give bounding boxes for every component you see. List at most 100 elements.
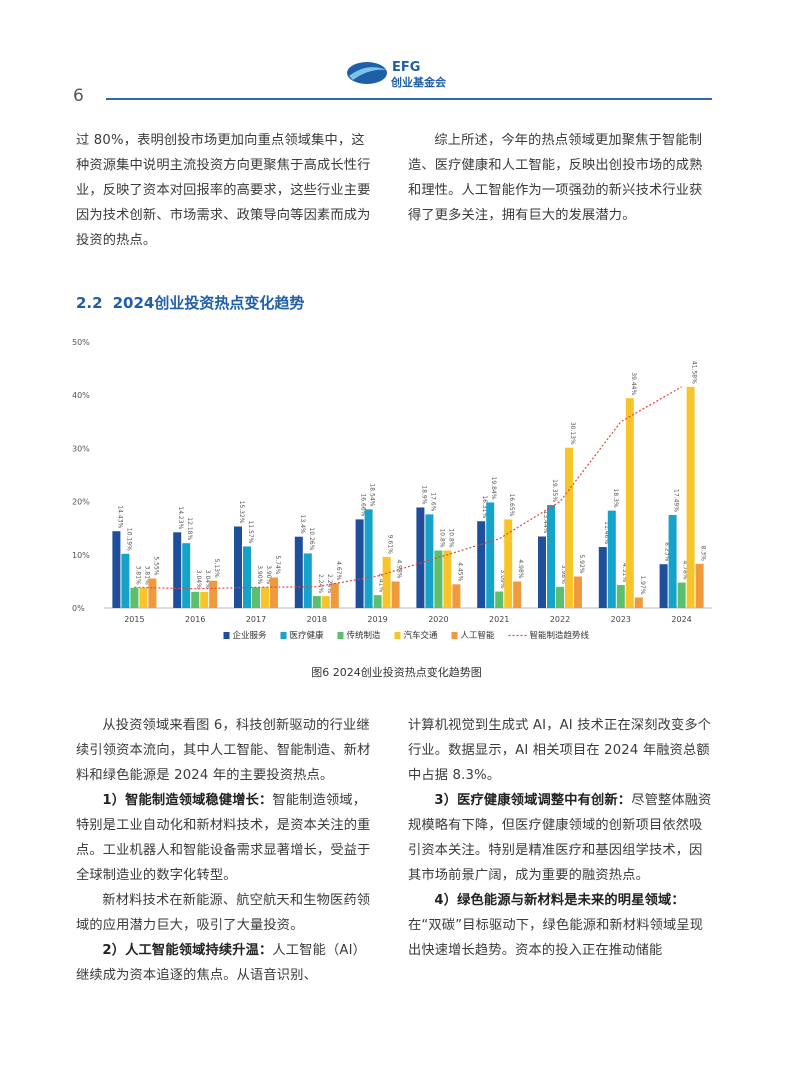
- x-tick-label: 2023: [611, 615, 631, 624]
- x-tick-label: 2016: [185, 615, 205, 624]
- data-label: 4.78%: [682, 561, 689, 580]
- data-label: 3.81%: [134, 566, 141, 585]
- data-label: 2.24%: [317, 574, 324, 593]
- bottom-right-body-1: 尽管整体融资规模略有下降，但医疗健康领域的创新项目依然吸引资本关注。特别是精准医…: [408, 793, 712, 883]
- bottom-left-body-1: 智能制造领域，特别是工业自动化和新材料技术，是资本关注的重点。工业机器人和智能设…: [76, 793, 371, 883]
- data-label: 10.8%: [438, 528, 445, 547]
- bar: [373, 595, 382, 608]
- section-number: 2.2: [76, 294, 103, 312]
- data-label: 14.23%: [177, 506, 184, 529]
- data-label: 3.09%: [499, 569, 506, 588]
- bar: [294, 536, 303, 608]
- legend-label: 企业服务: [233, 630, 268, 641]
- legend-swatch: [451, 632, 458, 639]
- bar: [668, 514, 677, 608]
- bottom-left-column: 从投资领域来看图 6，科技创新驱动的行业继续引领资本流向，其中人工智能、智能制造…: [76, 713, 378, 988]
- data-label: 3.81%: [143, 566, 150, 585]
- bar: [416, 507, 425, 608]
- section-title-text: 2024创业投资热点变化趋势: [112, 294, 305, 312]
- data-label: 9.61%: [387, 535, 394, 554]
- data-label: 1.97%: [639, 575, 646, 594]
- figure-caption: 图6 2024创业投资热点变化趋势图: [311, 666, 482, 679]
- legend-label: 医疗健康: [290, 630, 325, 641]
- data-label: 41.58%: [691, 361, 698, 384]
- bar: [261, 587, 269, 608]
- legend-label: 人工智能: [461, 630, 496, 641]
- data-label: 11.46%: [603, 521, 610, 544]
- y-tick-label: 40%: [72, 391, 90, 400]
- data-label: 8.23%: [664, 542, 671, 561]
- bottom-left-heading-2: 2）人工智能领域持续升温：: [102, 943, 273, 958]
- data-label: 14.43%: [116, 505, 123, 528]
- logo-text-en: EFG: [392, 60, 420, 75]
- data-label: 5.74%: [274, 555, 281, 574]
- bar: [382, 556, 391, 608]
- bar: [355, 519, 364, 608]
- bar: [434, 550, 443, 608]
- bar: [486, 502, 495, 608]
- data-label: 4.67%: [335, 561, 342, 580]
- bar: [252, 587, 260, 608]
- data-label: 3.04%: [204, 570, 211, 589]
- top-left-column: 过 80%，表明创投市场更加向重点领域集中，这种资源集中说明主流投资方向更聚焦于…: [76, 128, 378, 253]
- bar: [391, 581, 400, 608]
- bar: [425, 514, 434, 608]
- bar: [504, 519, 513, 608]
- bar: [173, 532, 182, 608]
- legend-swatch: [280, 632, 287, 639]
- data-label: 3.90%: [265, 565, 272, 584]
- bar: [270, 577, 278, 608]
- bar: [139, 587, 148, 608]
- x-tick-label: 2017: [246, 615, 266, 624]
- data-label: 5.92%: [578, 554, 585, 573]
- data-label: 18.9%: [420, 485, 427, 504]
- bottom-left-paragraph-3: 新材料技术在新能源、航空航天和生物医药领域的应用潜力巨大，吸引了大量投资。: [76, 893, 371, 933]
- data-label: 8.3%: [700, 546, 707, 562]
- y-tick-label: 10%: [72, 551, 90, 560]
- data-label: 16.31%: [481, 495, 488, 518]
- legend-swatch: [337, 632, 344, 639]
- data-label: 19.35%: [551, 479, 558, 502]
- data-label: 2.41%: [378, 573, 385, 592]
- bar: [182, 543, 191, 608]
- data-label: 11.57%: [247, 521, 254, 544]
- bar: [695, 563, 704, 608]
- data-label: 18.3%: [612, 489, 619, 508]
- data-label: 13.4%: [299, 515, 306, 534]
- legend-label: 传统制造: [347, 630, 382, 641]
- data-label: 4.98%: [517, 559, 524, 578]
- bar: [565, 447, 573, 608]
- bar: [443, 550, 452, 608]
- x-tick-label: 2022: [550, 615, 570, 624]
- x-tick-label: 2024: [671, 615, 691, 624]
- bar: [538, 536, 546, 608]
- bar: [112, 531, 121, 608]
- x-tick-label: 2019: [367, 615, 387, 624]
- bottom-left-paragraph-2: 1）智能制造领域稳健增长：智能制造领域，特别是工业自动化和新材料技术，是资本关注…: [76, 788, 378, 888]
- legend-swatch: [394, 632, 401, 639]
- bar: [513, 581, 522, 608]
- bar: [477, 521, 486, 608]
- bar: [209, 580, 218, 608]
- bar: [495, 591, 504, 608]
- bar: [330, 583, 339, 608]
- data-label: 12.18%: [186, 517, 193, 540]
- y-tick-label: 20%: [72, 498, 90, 507]
- bar: [598, 547, 607, 608]
- x-tick-label: 2020: [428, 615, 448, 624]
- bar: [686, 386, 695, 608]
- bottom-left-heading-1: 1）智能制造领域稳健增长：: [102, 793, 273, 808]
- data-label: 17.6%: [429, 492, 436, 511]
- data-label: 4.31%: [621, 563, 628, 582]
- legend-label: 汽车交通: [404, 630, 439, 641]
- top-right-paragraph: 综上所述，今年的热点领域更加聚焦于智能制造、医疗健康和人工智能，反映出创投市场的…: [408, 133, 703, 223]
- data-label: 4.45%: [456, 562, 463, 581]
- data-label: 39.44%: [630, 372, 637, 395]
- y-tick-label: 0%: [72, 604, 85, 613]
- bar: [312, 596, 321, 608]
- data-label: 3.04%: [195, 570, 202, 589]
- header-rule: [106, 98, 712, 100]
- bottom-right-heading-1: 3）医疗健康领域调整中有创新：: [434, 793, 632, 808]
- bar: [574, 576, 582, 608]
